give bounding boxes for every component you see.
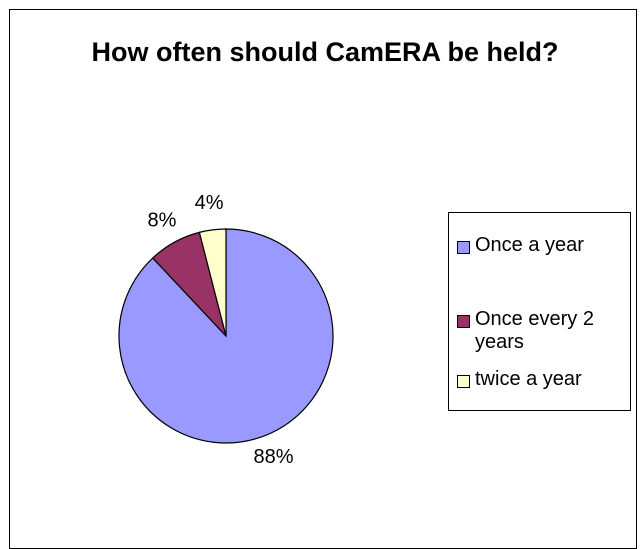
legend-swatch-twice-a-year [457, 375, 470, 388]
legend-item-once-a-year: Once a year [457, 234, 625, 257]
legend-swatch-once-every-2-years [457, 315, 470, 328]
legend: Once a year Once every 2 years twice a y… [448, 212, 631, 411]
pie-slice-twice-a-year [198, 228, 227, 337]
pie-chart: 88% 8% 4% [118, 192, 334, 468]
legend-label: Once every 2 years [475, 308, 594, 353]
legend-label: Once a year [475, 234, 584, 256]
legend-item-twice-a-year: twice a year [457, 368, 625, 391]
chart-title: How often should CamERA be held? [91, 37, 559, 67]
pie-label-twice-a-year: 4% [195, 192, 224, 214]
legend-item-once-every-2-years: Once every 2 years [457, 308, 625, 354]
pie-label-once-a-year: 88% [253, 446, 293, 468]
pie-label-once-every-2-years: 8% [147, 209, 176, 231]
legend-swatch-once-a-year [457, 241, 470, 254]
legend-label: twice a year [475, 368, 582, 390]
